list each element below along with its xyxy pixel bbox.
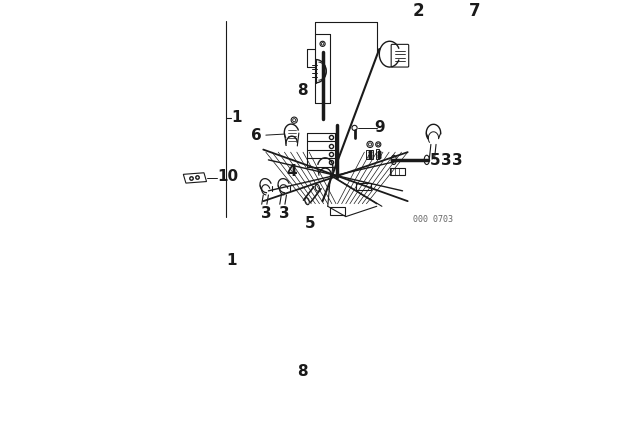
- Text: 1: 1: [231, 110, 242, 125]
- Text: 3: 3: [441, 153, 452, 168]
- Text: 5: 5: [430, 153, 440, 168]
- Text: 2: 2: [412, 2, 424, 20]
- Text: 9: 9: [374, 121, 385, 135]
- Text: 3: 3: [278, 206, 289, 221]
- Bar: [367, 150, 372, 159]
- Bar: [330, 207, 345, 215]
- Text: 000 0703: 000 0703: [413, 215, 453, 224]
- Text: 4: 4: [287, 164, 298, 179]
- Text: 5: 5: [305, 215, 315, 231]
- Text: 3: 3: [451, 153, 462, 168]
- Bar: [376, 149, 380, 159]
- Bar: [390, 168, 405, 175]
- Text: 8: 8: [297, 364, 308, 379]
- Text: 6: 6: [252, 128, 262, 143]
- Bar: [356, 183, 371, 190]
- Text: 8: 8: [297, 83, 308, 98]
- Text: 3: 3: [260, 206, 271, 221]
- Text: 10: 10: [217, 169, 238, 185]
- Text: 1: 1: [226, 253, 237, 268]
- Text: 7: 7: [469, 2, 481, 20]
